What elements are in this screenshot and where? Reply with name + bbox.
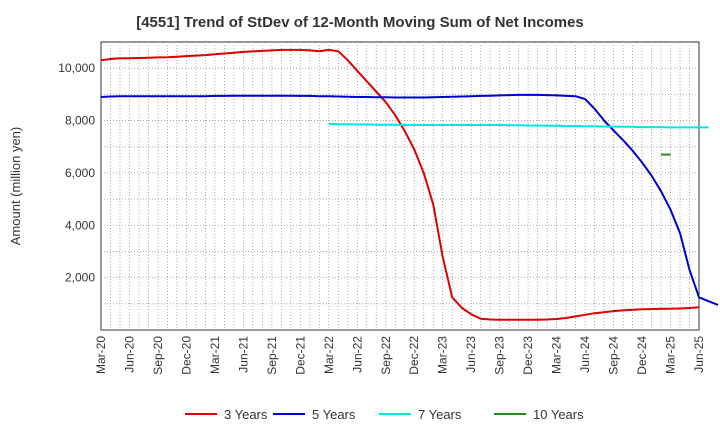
x-tick-label: Mar-22: [322, 336, 336, 374]
series-line-3-years: [100, 48, 700, 321]
x-tick-label: Sep-20: [151, 336, 165, 375]
chart-title: [4551] Trend of StDev of 12-Month Moving…: [136, 14, 584, 31]
y-tick-label: 6,000: [65, 166, 95, 180]
x-tick-label: Dec-24: [635, 336, 649, 375]
x-tick-label: Jun-23: [464, 336, 478, 373]
legend-item: 10 Years: [494, 407, 584, 422]
x-tick-label: Dec-23: [521, 336, 535, 375]
plot-area: [100, 41, 700, 331]
x-tick-label: Sep-22: [379, 336, 393, 375]
x-tick-label: Jun-20: [122, 336, 136, 373]
y-tick-label: 4,000: [65, 218, 95, 232]
y-tick-label: 2,000: [65, 271, 95, 285]
series-line-7-years: [328, 122, 709, 129]
x-tick-label: Dec-20: [179, 336, 193, 375]
x-tick-label: Sep-24: [607, 336, 621, 375]
x-tick-label: Mar-20: [94, 336, 108, 374]
legend-item: 7 Years: [379, 407, 462, 422]
y-tick-label: 8,000: [65, 114, 95, 128]
x-tick-label: Sep-21: [265, 336, 279, 375]
x-tick-label: Mar-23: [436, 336, 450, 374]
x-tick-label: Jun-22: [350, 336, 364, 373]
series-line-5-years: [100, 93, 719, 306]
legend-label: 3 Years: [224, 407, 268, 422]
y-axis-title: Amount (million yen): [8, 127, 23, 246]
legend-label: 5 Years: [312, 407, 356, 422]
legend-label: 10 Years: [533, 407, 584, 422]
legend-label: 7 Years: [418, 407, 462, 422]
x-tick-label: Mar-25: [664, 336, 678, 374]
y-tick-label: 10,000: [58, 61, 95, 75]
x-tick-label: Mar-24: [550, 336, 564, 374]
x-tick-label: Sep-23: [493, 336, 507, 375]
x-tick-label: Jun-21: [236, 336, 250, 373]
x-tick-label: Jun-25: [692, 336, 706, 373]
x-tick-label: Dec-21: [293, 336, 307, 375]
x-tick-label: Jun-24: [578, 336, 592, 373]
x-tick-label: Mar-21: [208, 336, 222, 374]
legend-item: 3 Years: [185, 407, 268, 422]
x-tick-label: Dec-22: [407, 336, 421, 375]
legend-item: 5 Years: [273, 407, 356, 422]
